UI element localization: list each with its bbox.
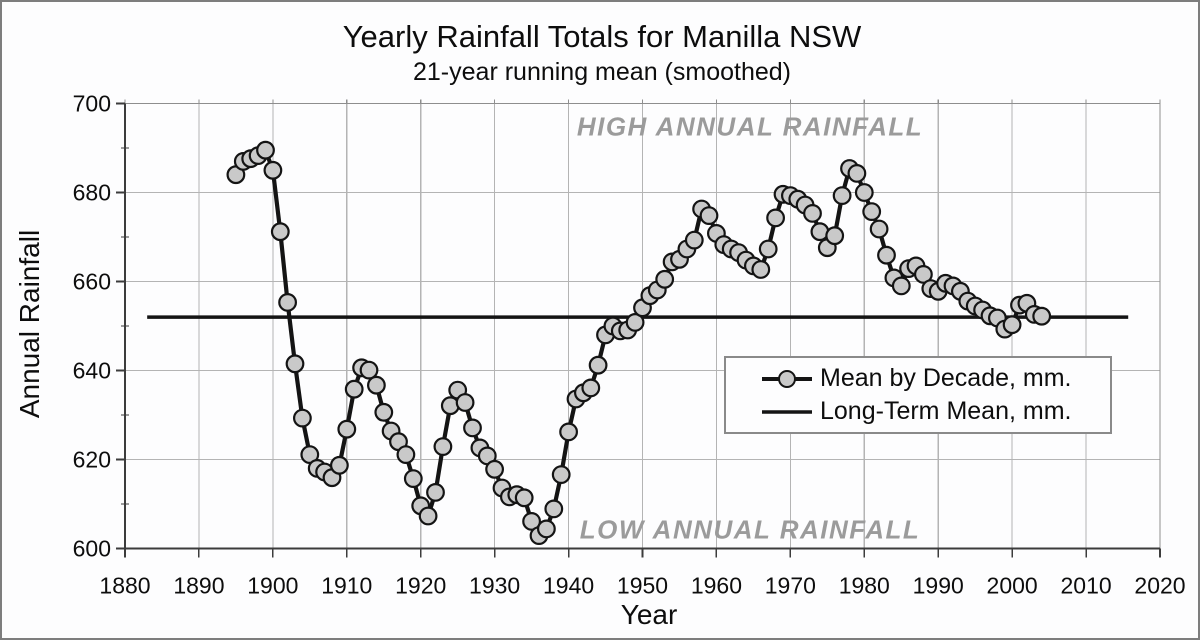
series-line — [233, 148, 1044, 538]
data-point-marker — [581, 378, 601, 398]
legend-label-mean-by-decade: Mean by Decade, mm. — [820, 364, 1072, 392]
line-swatch — [762, 409, 812, 414]
x-tick-label: 2010 — [1060, 573, 1111, 599]
data-point-marker — [832, 186, 852, 206]
data-point-marker — [862, 202, 882, 222]
data-point-marker — [544, 499, 564, 519]
data-point-marker — [655, 269, 675, 289]
x-tick-label: 1970 — [765, 573, 816, 599]
line-marker-swatch — [762, 369, 812, 388]
y-tick-label: 680 — [73, 180, 111, 206]
x-tick-label: 1900 — [247, 573, 298, 599]
data-point-marker — [270, 222, 290, 242]
chart-title: Yearly Rainfall Totals for Manilla NSW — [342, 19, 862, 54]
data-point-marker — [359, 360, 379, 380]
y-tick-label: 600 — [73, 536, 111, 562]
y-tick-label: 620 — [73, 447, 111, 473]
x-tick-label: 1890 — [173, 573, 224, 599]
data-point-marker — [330, 455, 349, 475]
legend-item-mean-by-decade: Mean by Decade, mm. — [760, 364, 1110, 393]
data-point-marker — [396, 445, 416, 465]
data-point-marker — [803, 203, 822, 223]
x-tick-label: 1940 — [543, 573, 594, 599]
x-tick-label: 1880 — [99, 573, 150, 599]
data-point-marker — [588, 355, 608, 375]
x-tick-label: 1910 — [321, 573, 372, 599]
data-point-marker — [463, 418, 482, 438]
legend: Mean by Decade, mm. Long-Term Mean, mm. — [724, 356, 1112, 434]
data-point-marker — [551, 465, 571, 485]
x-tick-label: 1950 — [617, 573, 668, 599]
data-point-marker — [684, 230, 704, 250]
data-point-marker — [854, 183, 874, 202]
data-point-marker — [751, 260, 771, 279]
data-point-marker — [374, 402, 394, 422]
data-point-marker — [367, 375, 386, 395]
data-point-marker — [877, 245, 896, 265]
data-point-marker — [914, 265, 933, 284]
annotation-low-rainfall: LOW ANNUAL RAINFALL — [579, 514, 921, 545]
x-tick-label: 2000 — [987, 573, 1038, 599]
legend-label-long-term-mean: Long-Term Mean, mm. — [820, 397, 1072, 425]
data-point-marker — [256, 140, 275, 160]
x-tick-label: 1930 — [469, 573, 520, 599]
data-point-marker — [433, 437, 453, 457]
data-point-marker — [403, 469, 423, 489]
data-point-marker — [1002, 315, 1022, 335]
chart-subtitle: 21-year running mean (smoothed) — [413, 58, 791, 86]
data-point-marker — [285, 354, 305, 374]
data-point-marker — [869, 219, 889, 239]
data-point-marker — [758, 239, 778, 259]
data-point-marker — [263, 160, 283, 180]
data-point-marker — [699, 206, 719, 226]
data-point-marker — [514, 488, 534, 508]
data-point-marker — [522, 512, 541, 531]
data-point-marker — [825, 226, 845, 246]
data-point-marker — [891, 276, 911, 296]
x-axis-title: Year — [620, 599, 678, 630]
data-point-marker — [485, 459, 505, 479]
data-point-marker — [559, 422, 578, 442]
data-point-marker — [293, 408, 312, 428]
y-tick-label: 640 — [73, 358, 111, 384]
x-tick-label: 2020 — [1134, 573, 1185, 599]
data-point-marker — [426, 483, 445, 502]
data-point-marker — [455, 393, 475, 412]
y-tick-label: 660 — [73, 269, 111, 295]
data-point-marker — [625, 313, 645, 332]
y-axis-title: Annual Rainfall — [14, 229, 45, 419]
data-point-marker — [344, 379, 364, 399]
legend-item-long-term-mean: Long-Term Mean, mm. — [760, 397, 1110, 426]
data-point-marker — [337, 419, 357, 439]
data-point-marker — [1032, 306, 1052, 326]
x-tick-label: 1980 — [839, 573, 890, 599]
data-point-marker — [418, 506, 438, 526]
y-tick-label: 700 — [73, 91, 111, 117]
data-point-marker — [537, 519, 556, 539]
x-tick-label: 1920 — [395, 573, 446, 599]
data-point-marker — [766, 208, 785, 228]
data-point-marker — [278, 293, 298, 312]
x-tick-label: 1960 — [691, 573, 742, 599]
x-tick-label: 1990 — [913, 573, 964, 599]
data-point-marker — [847, 163, 867, 183]
annotation-high-rainfall: HIGH ANNUAL RAINFALL — [576, 111, 924, 142]
